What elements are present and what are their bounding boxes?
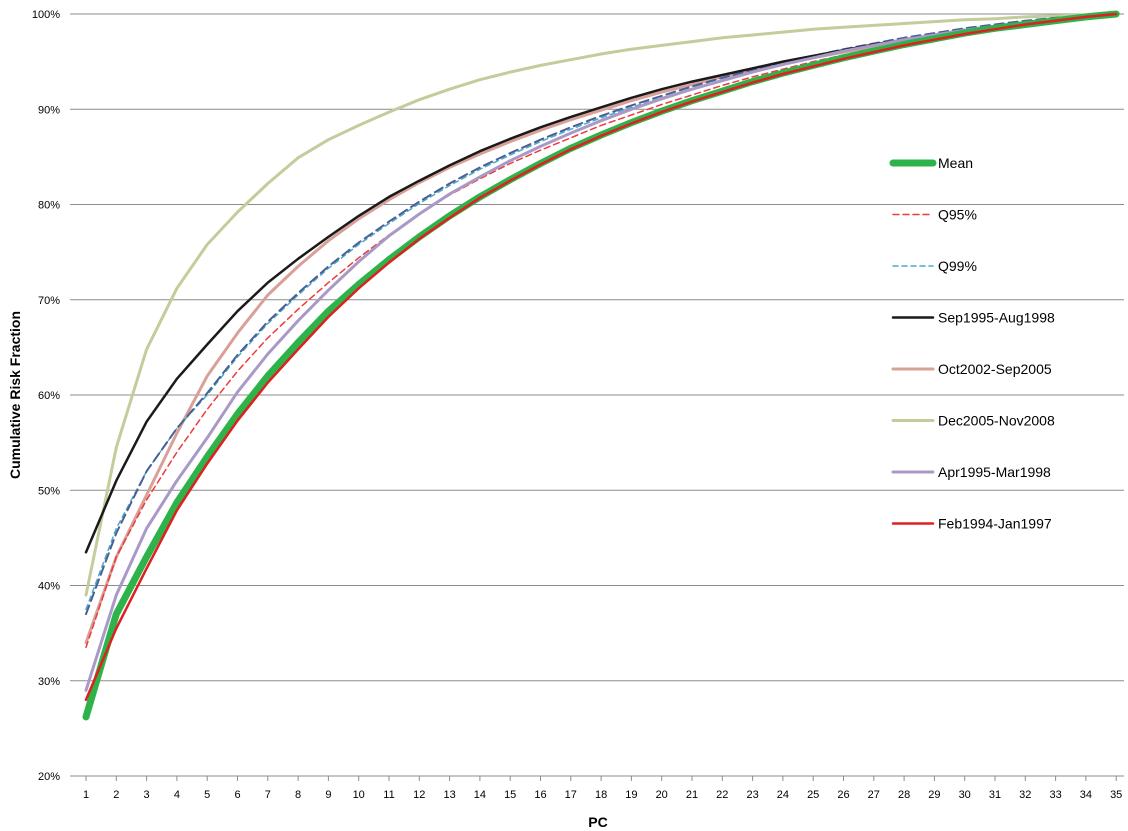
series-line-q95- bbox=[85, 13, 1117, 649]
x-tick-label: 9 bbox=[325, 789, 331, 801]
x-tick-label: 23 bbox=[746, 789, 758, 801]
x-tick-label: 30 bbox=[959, 789, 971, 801]
legend-label: Sep1995-Aug1998 bbox=[938, 310, 1055, 326]
x-tick-label: 13 bbox=[443, 789, 455, 801]
y-tick-label: 50% bbox=[38, 485, 60, 497]
x-tick-label: 12 bbox=[413, 789, 425, 801]
x-tick-label: 32 bbox=[1019, 789, 1031, 801]
y-tick-label: 90% bbox=[38, 104, 60, 116]
y-tick-label: 30% bbox=[38, 676, 60, 688]
y-tick-label: 70% bbox=[38, 295, 60, 307]
x-axis-tick-labels: 1 2 3 4 5 6 7 8 9 10 11 12 13 14 15 16 17 18 19 20 21 22 23 24 2… bbox=[83, 776, 1122, 801]
legend-label: Oct2002-Sep2005 bbox=[938, 361, 1052, 377]
x-tick-label: 1 bbox=[83, 789, 89, 801]
x-tick-label: 34 bbox=[1080, 789, 1092, 801]
legend: Mean Q95% Q99% Sep1995-Aug1998 Oct2002-Sep20… bbox=[889, 155, 1055, 532]
x-tick-label: 10 bbox=[353, 789, 365, 801]
legend-label: Q95% bbox=[938, 207, 977, 223]
x-tick-label: 3 bbox=[144, 789, 150, 801]
y-axis-title: Cumulative Risk Fraction bbox=[7, 311, 23, 479]
legend-label: Dec2005-Nov2008 bbox=[938, 413, 1055, 429]
y-tick-label: 100% bbox=[32, 9, 60, 21]
x-tick-label: 27 bbox=[868, 789, 880, 801]
legend-label: Apr1995-Mar1998 bbox=[938, 464, 1051, 480]
x-tick-label: 16 bbox=[534, 789, 546, 801]
series-line-unnamed-3 bbox=[85, 13, 1118, 616]
y-tick-label: 40% bbox=[38, 581, 60, 593]
x-tick-label: 5 bbox=[204, 789, 210, 801]
x-axis-title: PC bbox=[588, 814, 607, 830]
series-line-dec2005-nov2008 bbox=[84, 12, 1118, 597]
x-tick-label: 4 bbox=[174, 789, 180, 801]
x-tick-label: 19 bbox=[625, 789, 637, 801]
x-tick-label: 22 bbox=[716, 789, 728, 801]
x-tick-label: 24 bbox=[777, 789, 789, 801]
series-line-feb1994-jan1997 bbox=[84, 12, 1118, 702]
series-lines bbox=[82, 10, 1120, 721]
y-tick-label: 20% bbox=[38, 771, 60, 783]
x-tick-label: 2 bbox=[113, 789, 119, 801]
x-tick-label: 29 bbox=[928, 789, 940, 801]
x-tick-label: 33 bbox=[1049, 789, 1061, 801]
legend-label: Q99% bbox=[938, 258, 977, 274]
legend-label: Mean bbox=[938, 155, 973, 171]
x-tick-label: 14 bbox=[474, 789, 486, 801]
x-tick-label: 31 bbox=[989, 789, 1001, 801]
x-tick-label: 7 bbox=[265, 789, 271, 801]
y-axis-tick-labels: 20% 30% 40% 50% 60% 70% 80% 90% 100% bbox=[32, 9, 60, 783]
y-tick-label: 80% bbox=[38, 200, 60, 212]
x-tick-label: 18 bbox=[595, 789, 607, 801]
x-tick-label: 35 bbox=[1110, 789, 1122, 801]
x-tick-label: 6 bbox=[234, 789, 240, 801]
x-tick-label: 15 bbox=[504, 789, 516, 801]
x-tick-label: 20 bbox=[656, 789, 668, 801]
x-tick-label: 25 bbox=[807, 789, 819, 801]
x-tick-label: 17 bbox=[565, 789, 577, 801]
x-tick-label: 8 bbox=[295, 789, 301, 801]
x-tick-label: 28 bbox=[898, 789, 910, 801]
gridlines bbox=[70, 13, 1124, 777]
legend-label: Feb1994-Jan1997 bbox=[938, 516, 1052, 532]
x-tick-label: 26 bbox=[837, 789, 849, 801]
x-tick-label: 21 bbox=[686, 789, 698, 801]
x-tick-label: 11 bbox=[383, 789, 394, 801]
y-tick-label: 60% bbox=[38, 390, 60, 402]
